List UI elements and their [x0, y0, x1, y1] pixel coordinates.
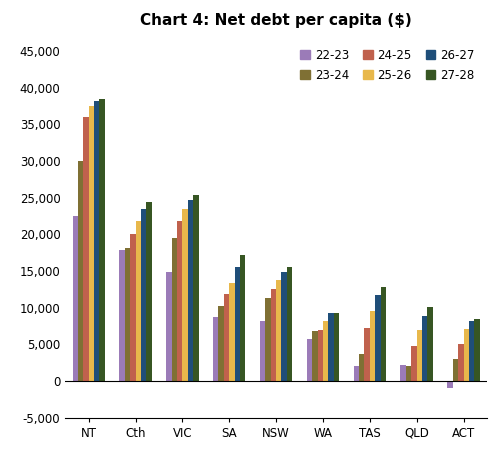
Bar: [218, 306, 223, 381]
Bar: [400, 365, 405, 381]
Bar: [410, 346, 416, 381]
Bar: [380, 287, 385, 381]
Bar: [212, 317, 218, 381]
Bar: [374, 295, 380, 381]
Bar: [405, 366, 410, 381]
Bar: [276, 280, 281, 381]
Bar: [462, 329, 468, 381]
Bar: [146, 202, 151, 381]
Bar: [452, 359, 457, 381]
Title: Chart 4: Net debt per capita ($): Chart 4: Net debt per capita ($): [140, 13, 411, 28]
Bar: [166, 272, 171, 381]
Bar: [223, 295, 229, 381]
Legend: 22-23, 23-24, 24-25, 25-26, 26-27, 27-28: 22-23, 23-24, 24-25, 25-26, 26-27, 27-28: [295, 44, 478, 87]
Bar: [94, 101, 99, 381]
Bar: [364, 328, 369, 381]
Bar: [358, 354, 364, 381]
Bar: [333, 313, 339, 381]
Bar: [446, 381, 452, 388]
Bar: [135, 221, 141, 381]
Bar: [239, 255, 245, 381]
Bar: [234, 267, 239, 381]
Bar: [119, 251, 125, 381]
Bar: [125, 247, 130, 381]
Bar: [457, 344, 462, 381]
Bar: [187, 200, 193, 381]
Bar: [416, 330, 421, 381]
Bar: [72, 216, 78, 381]
Bar: [468, 321, 473, 381]
Bar: [270, 289, 276, 381]
Bar: [421, 316, 426, 381]
Bar: [130, 234, 135, 381]
Bar: [328, 313, 333, 381]
Bar: [353, 366, 358, 381]
Bar: [473, 319, 479, 381]
Bar: [99, 99, 105, 381]
Bar: [306, 339, 312, 381]
Bar: [177, 221, 182, 381]
Bar: [78, 161, 83, 381]
Bar: [322, 321, 328, 381]
Bar: [83, 117, 89, 381]
Bar: [260, 321, 265, 381]
Bar: [182, 209, 187, 381]
Bar: [317, 330, 322, 381]
Bar: [281, 272, 286, 381]
Bar: [426, 307, 432, 381]
Bar: [171, 238, 177, 381]
Bar: [229, 283, 234, 381]
Bar: [193, 196, 198, 381]
Bar: [141, 209, 146, 381]
Bar: [265, 298, 270, 381]
Bar: [89, 106, 94, 381]
Bar: [286, 267, 292, 381]
Bar: [312, 331, 317, 381]
Bar: [369, 311, 374, 381]
